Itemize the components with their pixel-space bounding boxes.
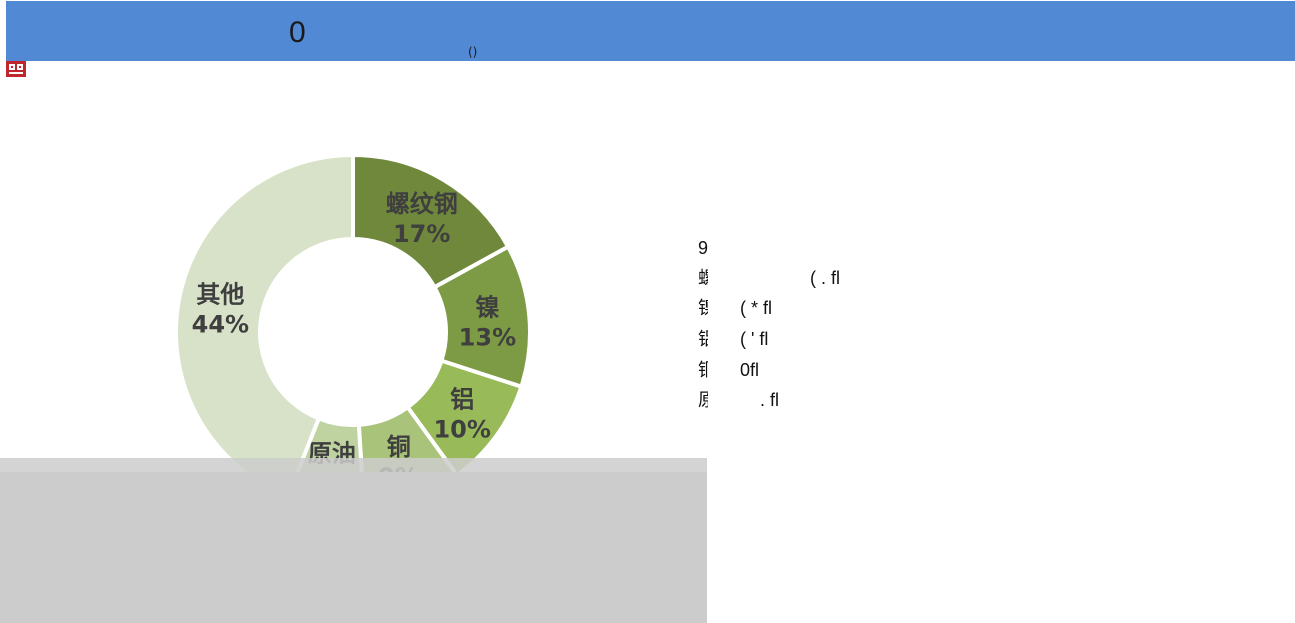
side-list-row: 铜 0fl [698,358,759,382]
slice-value-label: 10% [433,415,490,443]
donut-slice [351,152,511,290]
overlay-band [0,458,707,472]
row-value: ( * fl [740,298,773,318]
slice-value-label: 13% [459,323,516,351]
overlay-panel [0,472,707,623]
slice-category-label: 螺纹钢 [386,190,458,218]
row-value: ( ' fl [740,329,769,349]
donut-slice [174,152,355,500]
row-value: 0fl [740,360,760,380]
slice-value-label: 17% [393,220,450,248]
slice-category-label: 铝 [450,385,474,413]
side-list-row: 镍 ( * fl [698,296,772,320]
row-glyph: 螺 [698,268,708,288]
slice-category-label: 镍 [475,293,499,321]
slice-category-label: 其他 [196,281,244,309]
row-value: . fl [760,390,780,410]
row-glyph: 铝 [698,329,708,349]
side-list-row: 螺 ( . fl [698,266,840,290]
side-list-heading: 9 [698,238,709,258]
title-mark: () [468,45,478,59]
row-glyph: 铜 [698,360,708,380]
slice-category-label: 铜 [387,433,411,461]
slice-value-label: 44% [192,311,249,339]
side-list-row: 铝 ( ' fl [698,327,768,351]
row-glyph: 镍 [698,298,708,318]
title-bar: 0 () [6,1,1295,61]
row-glyph: 原 [698,390,708,410]
row-value: ( . fl [810,268,840,288]
side-list-row: 原 . fl [698,388,779,412]
app-logo-icon [6,61,26,77]
page-title: 0 [289,16,306,49]
